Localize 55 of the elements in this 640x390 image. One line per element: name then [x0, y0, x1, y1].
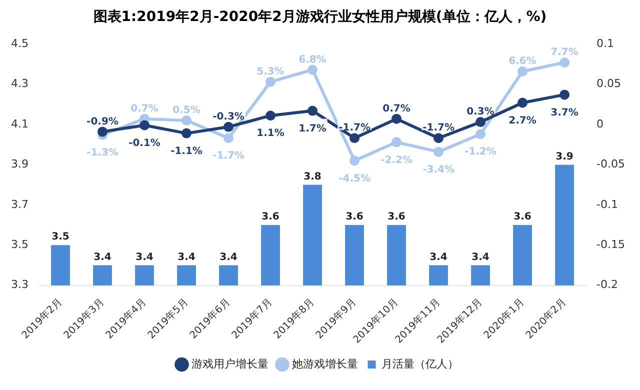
data-label: 3.4 [472, 252, 490, 263]
y-tick-label: 3.7 [10, 198, 28, 211]
y2-tick-label: -0.2 [596, 278, 618, 292]
data-label: 3.6 [514, 212, 532, 223]
data-label: -1.2% [464, 146, 496, 158]
data-label: -0.9% [86, 116, 118, 128]
data-label: 3.9 [556, 151, 574, 162]
data-label: 6.8% [298, 54, 326, 66]
y-tick-label: 3.9 [10, 158, 28, 171]
chart-title: 图表1:2019年2月-2020年2月游戏行业女性用户规模(单位：亿人，%) [92, 8, 548, 27]
data-label: 3.8 [304, 171, 322, 182]
y2-tick-label: -0.05 [596, 158, 626, 171]
y-tick-label: 4.1 [10, 117, 28, 130]
data-label: 3.4 [136, 252, 154, 263]
data-label: 3.6 [388, 212, 406, 223]
data-label: 2.7% [508, 115, 536, 126]
y2-tick-label: 0 [596, 117, 604, 130]
data-label: 1.1% [256, 128, 284, 140]
y2-tick-label: 0.05 [596, 77, 622, 90]
data-label: -1.7% [212, 150, 244, 162]
y2-tick-label: -0.15 [596, 238, 626, 252]
y-tick-label: 4.3 [10, 77, 28, 90]
legend-label: 游戏用户增长量 [191, 357, 268, 370]
y-tick-label: 3.5 [10, 238, 28, 252]
data-label: 3.5 [52, 232, 70, 243]
data-label: 3.6 [262, 212, 280, 223]
data-label: 5.3% [256, 66, 284, 78]
y-tick-label: 4.5 [10, 36, 28, 50]
data-label: -0.1% [128, 138, 160, 149]
data-label: -0.3% [212, 111, 244, 122]
y2-tick-label: 0.1 [596, 36, 614, 50]
y2-tick-label: -0.1 [596, 198, 618, 211]
legend-label: 她游戏增长量 [292, 357, 358, 370]
data-label: 3.7% [550, 107, 578, 118]
data-label: 3.4 [178, 252, 196, 263]
y-tick-label: 3.3 [10, 278, 28, 292]
data-label: 3.6 [346, 212, 364, 223]
data-label: 0.5% [172, 105, 200, 116]
data-label: -1.7% [422, 122, 454, 134]
data-label: 0.3% [466, 106, 494, 118]
data-label: -1.1% [170, 146, 202, 157]
data-label: 3.4 [220, 252, 238, 263]
data-label: 7.7% [550, 47, 578, 58]
data-label: 0.7% [130, 103, 158, 114]
data-label: 0.7% [382, 103, 410, 114]
data-label: -2.2% [380, 154, 412, 166]
data-label: -4.5% [338, 173, 370, 184]
data-label: 3.4 [430, 252, 448, 263]
data-label: -1.7% [338, 122, 370, 134]
data-label: -1.3% [86, 148, 118, 159]
data-label: 3.4 [94, 252, 112, 263]
data-label: -3.4% [422, 164, 454, 176]
data-label: 1.7% [298, 123, 326, 134]
legend-label: 月活量（亿人） [381, 357, 458, 370]
data-label: 6.6% [508, 56, 536, 67]
